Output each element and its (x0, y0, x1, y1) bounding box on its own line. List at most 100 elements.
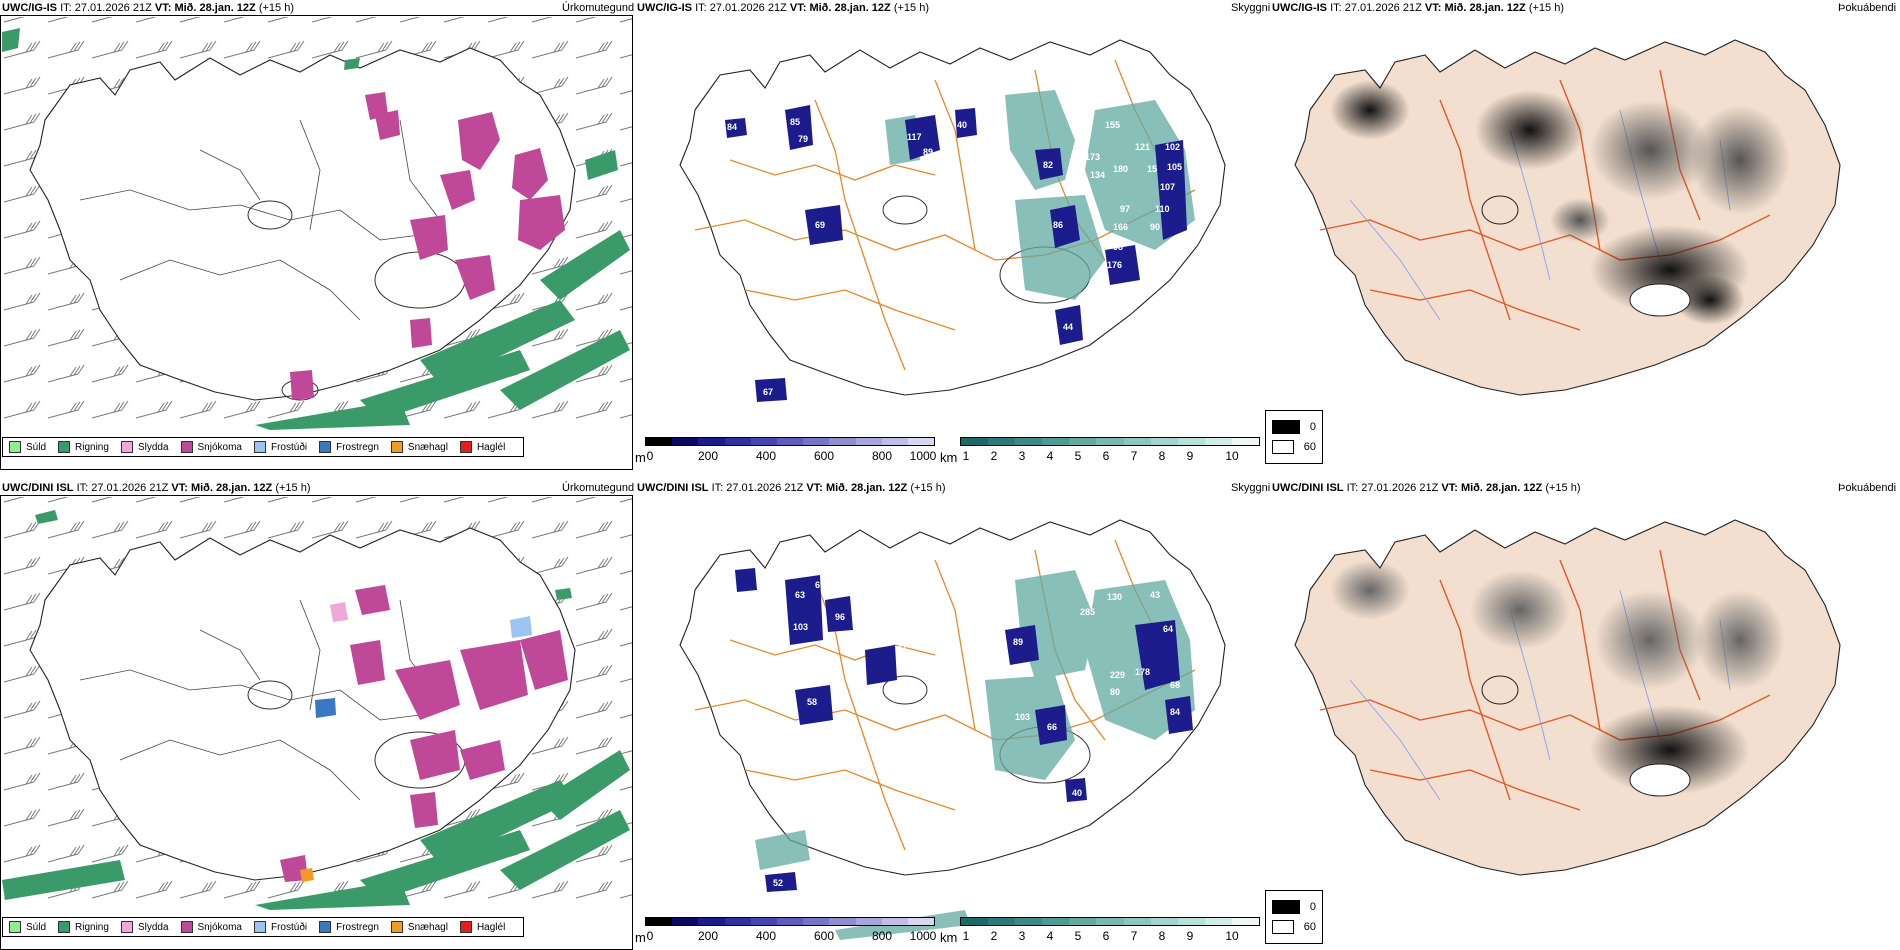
iceland-coast (29, 47, 576, 401)
cb-tick: 1 (962, 929, 970, 943)
legend-item: Súld (9, 441, 46, 453)
colorbar-unit: m (635, 930, 646, 945)
visibility-colorbar: km 1 2 3 4 5 6 7 8 9 10 (940, 437, 1265, 465)
fog-swatch-white (1272, 440, 1294, 454)
ceiling-colorbar: m 0 200 400 600 800 1000 (635, 917, 937, 945)
ceiling-value-label: 117 (907, 132, 922, 142)
ceiling-value-label: 97 (1120, 204, 1130, 214)
visibility-colorbar-swatches (960, 917, 1260, 926)
cb-swatch (1015, 918, 1043, 925)
cb-swatch (1150, 918, 1178, 925)
fog-panel-top: UWC/IG-IS IT: 27.01.2026 21Z VT: Mið. 28… (1270, 0, 1900, 470)
swatch-rigning (58, 921, 71, 933)
ceiling-colorbar-swatches (645, 917, 935, 926)
cb-swatch (1096, 918, 1124, 925)
cb-tick: 7 (1130, 929, 1138, 943)
swatch-frostudi (253, 441, 266, 453)
cb-tick: 1000 (909, 929, 937, 943)
swatch-frostregn (319, 441, 332, 453)
ceiling-value-label: 89 (1013, 637, 1023, 647)
cb-tick: 2 (990, 449, 998, 463)
panel-title: UWC/IG-IS IT: 27.01.2026 21Z VT: Mið. 28… (1272, 2, 1564, 14)
fog-swatch-black (1272, 900, 1300, 914)
cb-swatch (724, 918, 751, 925)
legend-item: Slydda (120, 921, 169, 933)
legend-item: Snæhagl (390, 921, 448, 933)
cb-tick: 400 (755, 449, 777, 463)
fog-swatch-black (1272, 420, 1300, 434)
cb-swatch (961, 918, 989, 925)
ceiling-colorbar-swatches (645, 437, 935, 446)
swatch-snjokoma (180, 441, 193, 453)
legend-item: Frostregn (319, 921, 379, 933)
cb-swatch (1069, 438, 1097, 445)
cb-swatch (724, 438, 751, 445)
cb-swatch (776, 438, 804, 445)
ceiling-value-label: 40 (1072, 788, 1082, 798)
ceiling-value-label: 285 (1080, 607, 1095, 617)
ceiling-value-label: 99 (960, 98, 970, 108)
cb-swatch (672, 438, 699, 445)
precip-panel-bottom: UWC/DINI ISL IT: 27.01.2026 21Z VT: Mið.… (0, 480, 635, 950)
cb-swatch (803, 918, 830, 925)
ceiling-value-label: 52 (773, 878, 783, 888)
cb-swatch (1069, 918, 1097, 925)
ceiling-value-label: 96 (835, 612, 845, 622)
swatch-hagel (459, 441, 472, 453)
ceiling-value-label: 64 (1163, 624, 1173, 634)
cb-tick: 10 (1225, 929, 1239, 943)
cb-swatch (1015, 438, 1043, 445)
cb-tick: 4 (1046, 929, 1054, 943)
ceiling-value-label: 78 (1090, 704, 1100, 714)
cb-swatch (698, 918, 725, 925)
ceiling-value-label: 15 (1147, 164, 1157, 174)
cb-tick: 6 (1102, 449, 1110, 463)
precip-panel-top: UWC/IG-IS IT: 27.01.2026 21Z VT: Mið. 28… (0, 0, 635, 470)
cloud-panel-top: UWC/IG-IS IT: 27.01.2026 21Z VT: Mið. 28… (635, 0, 1270, 470)
ceiling-value-label: 89 (923, 147, 933, 157)
swatch-snjokoma (180, 921, 193, 933)
ceiling-value-label: 166 (1113, 222, 1128, 232)
cb-tick: 400 (755, 929, 777, 943)
swatch-slydda (120, 921, 133, 933)
colorbar-unit: km (940, 450, 958, 465)
ceiling-value-label: 69 (815, 580, 825, 590)
cb-swatch (750, 918, 777, 925)
cb-swatch (750, 438, 777, 445)
cb-swatch (1150, 438, 1178, 445)
fog-legend-row: 60 (1272, 437, 1316, 457)
cb-tick: 0 (646, 449, 654, 463)
cb-tick: 8 (1158, 929, 1166, 943)
ceiling-value-label: 130 (1107, 592, 1122, 602)
legend-item: Rigning (58, 441, 109, 453)
cb-tick: 7 (1130, 449, 1138, 463)
ceiling-value-label: 98 (1113, 242, 1123, 252)
cb-swatch (1204, 918, 1232, 925)
panel-title: UWC/DINI ISL IT: 27.01.2026 21Z VT: Mið.… (2, 482, 311, 494)
ceiling-map: 84 85 79 117 89 40 99 155 121 102 105 17… (679, 39, 1226, 402)
cb-swatch (855, 918, 882, 925)
swatch-snaehagl (390, 921, 403, 933)
cb-swatch (907, 438, 935, 445)
cb-swatch (988, 438, 1016, 445)
panel-type-label: Skyggni (1231, 2, 1271, 14)
legend-item: Haglél (459, 921, 505, 933)
ceiling-value-label: 173 (1085, 152, 1100, 162)
cb-tick: 800 (871, 929, 893, 943)
fog-panel-bottom: UWC/DINI ISL IT: 27.01.2026 21Z VT: Mið.… (1270, 480, 1900, 950)
cb-swatch (881, 438, 908, 445)
legend-item: Frostregn (319, 441, 379, 453)
panel-title: UWC/DINI ISL IT: 27.01.2026 21Z VT: Mið.… (1272, 482, 1581, 494)
ceiling-colorbar: m 0 200 400 600 800 1000 (635, 437, 936, 465)
cb-tick: 0 (646, 929, 654, 943)
cb-swatch (672, 918, 699, 925)
panel-type-label: Skyggni (1231, 482, 1271, 494)
cb-tick: 600 (813, 449, 835, 463)
ceiling-value-label: 134 (1090, 170, 1105, 180)
fog-map (1294, 39, 1841, 396)
swatch-hagel (459, 921, 472, 933)
ceiling-value-label: 180 (1113, 164, 1128, 174)
cb-tick: 3 (1018, 449, 1026, 463)
colorbar-unit: m (635, 450, 646, 465)
legend-item: Rigning (58, 921, 109, 933)
